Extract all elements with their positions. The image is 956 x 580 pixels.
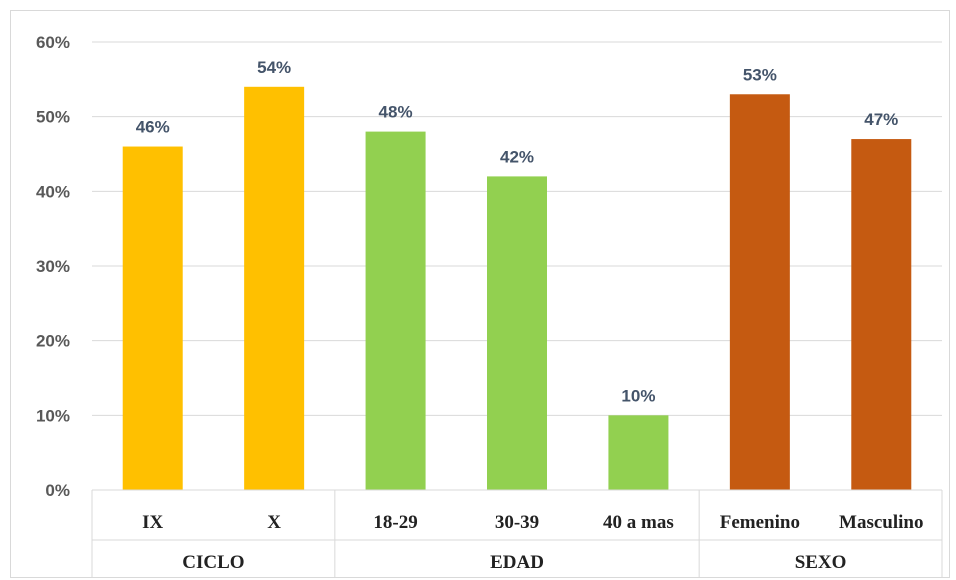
x-category-label: Femenino [720,512,800,533]
bar [730,94,790,490]
y-tick-label: 60% [36,33,70,52]
data-label: 46% [136,118,170,137]
x-category-label: X [267,512,281,533]
x-category-label: 40 a mas [603,512,674,533]
bar [487,176,547,490]
y-tick-label: 50% [36,108,70,127]
x-category-label: 30-39 [495,512,539,533]
x-group-label: EDAD [490,552,544,573]
bar [123,147,183,490]
x-category-label: 18-29 [373,512,417,533]
data-label: 47% [864,110,898,129]
bar [244,87,304,490]
y-tick-label: 30% [36,257,70,276]
y-axis-tick-labels: 0% 10% 20% 30% 40% 50% 60% [36,33,70,500]
bar [608,415,668,490]
x-group-label: CICLO [182,552,244,573]
bar [366,132,426,490]
x-category-label: Masculino [839,512,923,533]
y-tick-label: 40% [36,182,70,201]
data-label: 48% [379,103,413,122]
x-group-label: SEXO [795,552,847,573]
y-tick-label: 20% [36,332,70,351]
x-axis: IX X CICLO 18-29 30-39 40 a mas EDAD Femenino Ma… [92,490,942,578]
data-label: 10% [621,386,655,405]
data-label: 54% [257,58,291,77]
x-category-label: IX [142,512,163,533]
bar [851,139,911,490]
data-label: 53% [743,65,777,84]
y-tick-label: 10% [36,406,70,425]
y-tick-label: 0% [45,481,70,500]
data-label: 42% [500,147,534,166]
